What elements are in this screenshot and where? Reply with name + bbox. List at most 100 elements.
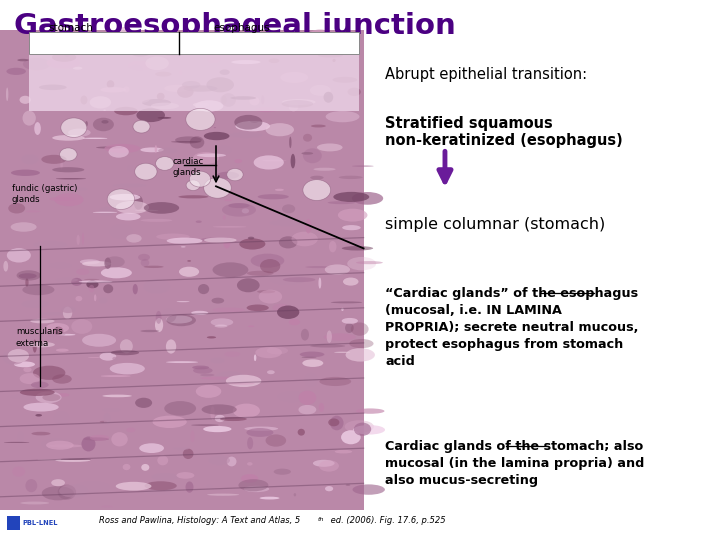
Ellipse shape	[212, 262, 248, 278]
Ellipse shape	[289, 319, 300, 326]
Ellipse shape	[104, 413, 111, 425]
Ellipse shape	[341, 430, 361, 444]
Ellipse shape	[86, 280, 99, 288]
Ellipse shape	[247, 462, 253, 465]
Ellipse shape	[247, 271, 274, 276]
Circle shape	[135, 163, 157, 180]
Ellipse shape	[247, 437, 253, 449]
Ellipse shape	[134, 195, 143, 210]
Ellipse shape	[76, 235, 80, 245]
Ellipse shape	[171, 141, 201, 143]
Ellipse shape	[272, 36, 278, 39]
Ellipse shape	[279, 237, 297, 248]
Ellipse shape	[212, 298, 224, 303]
Ellipse shape	[269, 58, 279, 63]
Ellipse shape	[141, 464, 149, 471]
Ellipse shape	[261, 95, 264, 104]
Ellipse shape	[53, 327, 63, 335]
Ellipse shape	[206, 485, 213, 488]
Ellipse shape	[197, 153, 226, 157]
Ellipse shape	[278, 392, 306, 402]
Ellipse shape	[51, 479, 65, 486]
Ellipse shape	[41, 155, 67, 164]
Ellipse shape	[198, 284, 210, 294]
Ellipse shape	[126, 428, 135, 433]
Ellipse shape	[109, 146, 129, 158]
Ellipse shape	[25, 479, 37, 492]
Ellipse shape	[176, 301, 189, 302]
Ellipse shape	[266, 434, 286, 447]
Ellipse shape	[349, 339, 374, 348]
Ellipse shape	[228, 203, 250, 208]
Ellipse shape	[102, 120, 109, 124]
Ellipse shape	[237, 278, 260, 292]
Ellipse shape	[144, 266, 163, 268]
Ellipse shape	[184, 85, 217, 92]
Circle shape	[204, 178, 231, 198]
Ellipse shape	[210, 407, 215, 420]
Ellipse shape	[71, 319, 92, 334]
Ellipse shape	[233, 403, 260, 418]
Ellipse shape	[333, 192, 369, 202]
Ellipse shape	[325, 111, 359, 122]
Ellipse shape	[342, 318, 358, 324]
Circle shape	[189, 171, 211, 187]
Ellipse shape	[270, 274, 305, 285]
Ellipse shape	[123, 86, 130, 92]
Ellipse shape	[289, 137, 292, 148]
Ellipse shape	[166, 340, 176, 354]
Ellipse shape	[71, 278, 82, 286]
Text: muscularis
externa: muscularis externa	[16, 327, 63, 348]
Ellipse shape	[157, 456, 168, 465]
Ellipse shape	[52, 374, 72, 384]
Ellipse shape	[313, 460, 335, 467]
Ellipse shape	[243, 486, 269, 492]
Ellipse shape	[186, 482, 194, 492]
Ellipse shape	[158, 148, 177, 153]
Ellipse shape	[270, 219, 306, 226]
Ellipse shape	[215, 371, 244, 383]
Bar	[0, 30, 364, 510]
Ellipse shape	[216, 146, 232, 154]
Ellipse shape	[207, 77, 234, 92]
Ellipse shape	[55, 278, 78, 282]
Circle shape	[186, 109, 215, 130]
Ellipse shape	[235, 121, 270, 131]
Ellipse shape	[203, 426, 231, 432]
Ellipse shape	[333, 59, 336, 62]
Ellipse shape	[17, 271, 41, 281]
Circle shape	[156, 157, 174, 170]
Ellipse shape	[96, 146, 123, 148]
Ellipse shape	[231, 60, 261, 64]
Ellipse shape	[222, 215, 226, 220]
Text: “Cardiac glands” of the esophagus
(mucosal, i.e. IN LAMINA
PROPRIA); secrete neu: “Cardiac glands” of the esophagus (mucos…	[385, 287, 639, 368]
Ellipse shape	[302, 152, 313, 154]
Ellipse shape	[90, 96, 111, 109]
Ellipse shape	[291, 154, 295, 168]
Ellipse shape	[153, 416, 186, 428]
Ellipse shape	[32, 340, 37, 353]
Ellipse shape	[143, 279, 170, 294]
Ellipse shape	[200, 238, 233, 242]
Ellipse shape	[352, 192, 383, 205]
Circle shape	[227, 168, 243, 181]
Ellipse shape	[247, 305, 269, 311]
Ellipse shape	[258, 194, 289, 199]
Ellipse shape	[162, 308, 176, 322]
Ellipse shape	[256, 107, 277, 112]
Ellipse shape	[155, 318, 163, 332]
Ellipse shape	[84, 437, 109, 441]
Ellipse shape	[220, 96, 227, 105]
Ellipse shape	[22, 154, 38, 164]
Ellipse shape	[63, 307, 72, 319]
Ellipse shape	[294, 493, 296, 496]
Ellipse shape	[181, 246, 186, 247]
Ellipse shape	[224, 199, 233, 201]
Ellipse shape	[242, 208, 249, 213]
Ellipse shape	[8, 203, 25, 213]
Bar	[29, 32, 359, 54]
Ellipse shape	[22, 111, 36, 126]
Ellipse shape	[142, 99, 171, 106]
Ellipse shape	[22, 300, 48, 308]
Ellipse shape	[82, 261, 112, 266]
